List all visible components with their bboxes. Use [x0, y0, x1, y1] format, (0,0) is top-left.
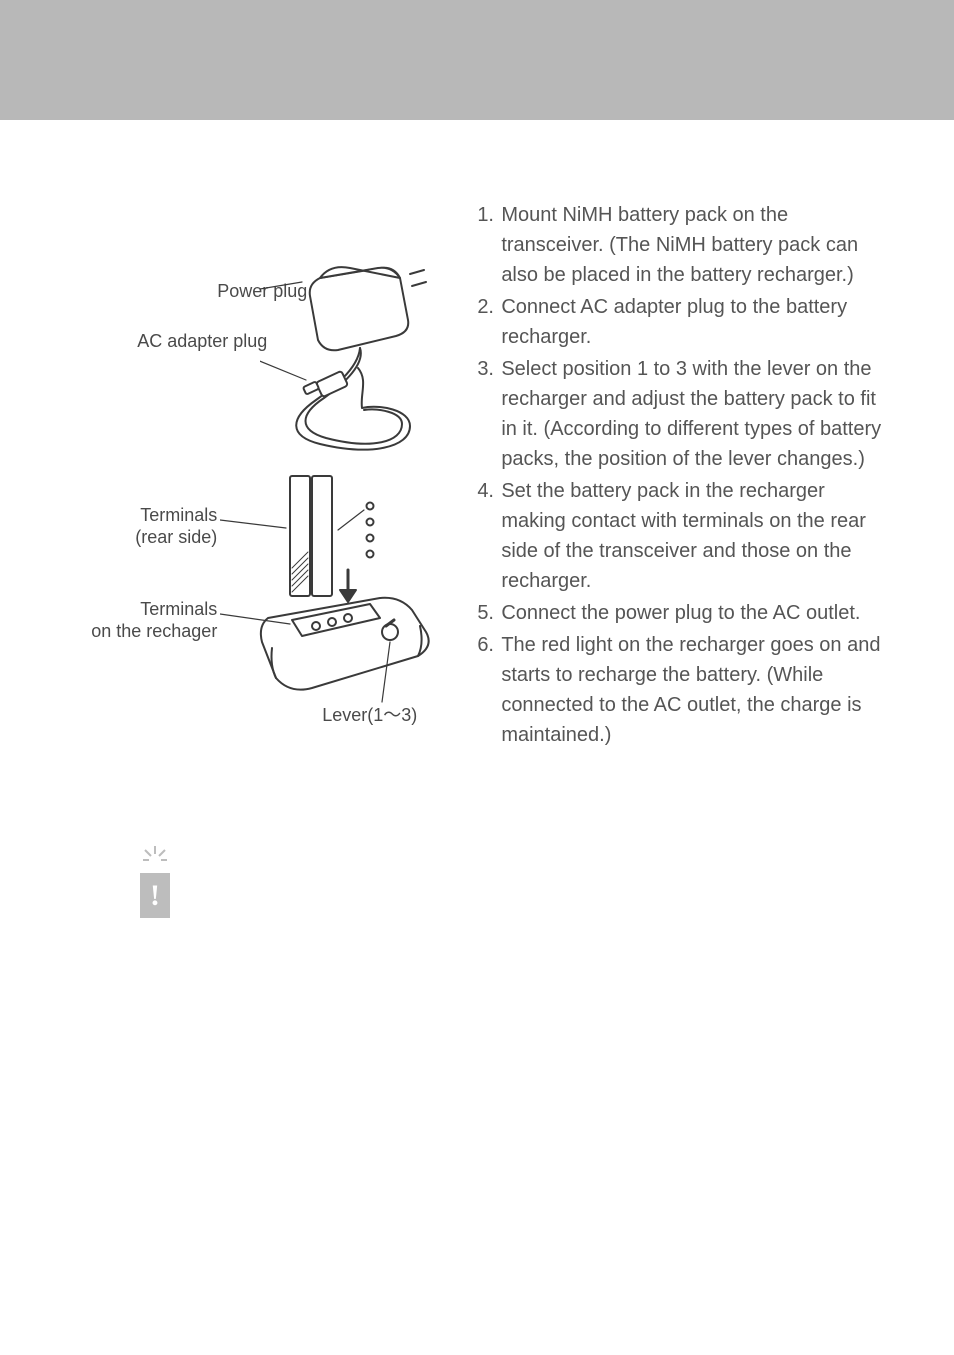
- step-number: 3.: [477, 354, 501, 474]
- step-text: Select position 1 to 3 with the lever on…: [501, 354, 894, 474]
- step-number: 5.: [477, 598, 501, 628]
- attention-box: !: [140, 873, 170, 918]
- terminals-rear-label-2: (rear side): [17, 526, 217, 549]
- instructions-column: 1. Mount NiMH battery pack on the transc…: [477, 200, 894, 770]
- ac-adapter-drawing: [260, 260, 460, 470]
- sparkle-icon: [141, 844, 169, 872]
- step-2: 2. Connect AC adapter plug to the batter…: [477, 292, 894, 352]
- step-6: 6. The red light on the recharger goes o…: [477, 630, 894, 750]
- diagrams-column: Power plug AC adapter plug: [100, 200, 437, 770]
- step-4: 4. Set the battery pack in the recharger…: [477, 476, 894, 596]
- terminals-recharger-label-2: on the rechager: [17, 620, 217, 643]
- content-area: Power plug AC adapter plug: [0, 120, 954, 770]
- attention-icon: !: [135, 848, 175, 918]
- step-text: Mount NiMH battery pack on the transceiv…: [501, 200, 894, 290]
- terminals-recharger-label-1: Terminals: [17, 598, 217, 621]
- step-text: Connect the power plug to the AC outlet.: [501, 598, 894, 628]
- exclamation-icon: !: [150, 879, 160, 913]
- recharger-diagram: Terminals (rear side) Terminals on the r…: [100, 470, 437, 770]
- step-1: 1. Mount NiMH battery pack on the transc…: [477, 200, 894, 290]
- step-number: 6.: [477, 630, 501, 750]
- step-5: 5. Connect the power plug to the AC outl…: [477, 598, 894, 628]
- step-number: 2.: [477, 292, 501, 352]
- step-number: 4.: [477, 476, 501, 596]
- step-number: 1.: [477, 200, 501, 290]
- ac-adapter-plug-label: AC adapter plug: [67, 330, 267, 353]
- terminals-rear-label-1: Terminals: [17, 504, 217, 527]
- step-text: Connect AC adapter plug to the battery r…: [501, 292, 894, 352]
- step-3: 3. Select position 1 to 3 with the lever…: [477, 354, 894, 474]
- header-bar: [0, 0, 954, 120]
- ac-adapter-diagram: Power plug AC adapter plug: [100, 200, 437, 460]
- step-text: Set the battery pack in the recharger ma…: [501, 476, 894, 596]
- step-text: The red light on the recharger goes on a…: [501, 630, 894, 750]
- recharger-drawing: [220, 470, 450, 730]
